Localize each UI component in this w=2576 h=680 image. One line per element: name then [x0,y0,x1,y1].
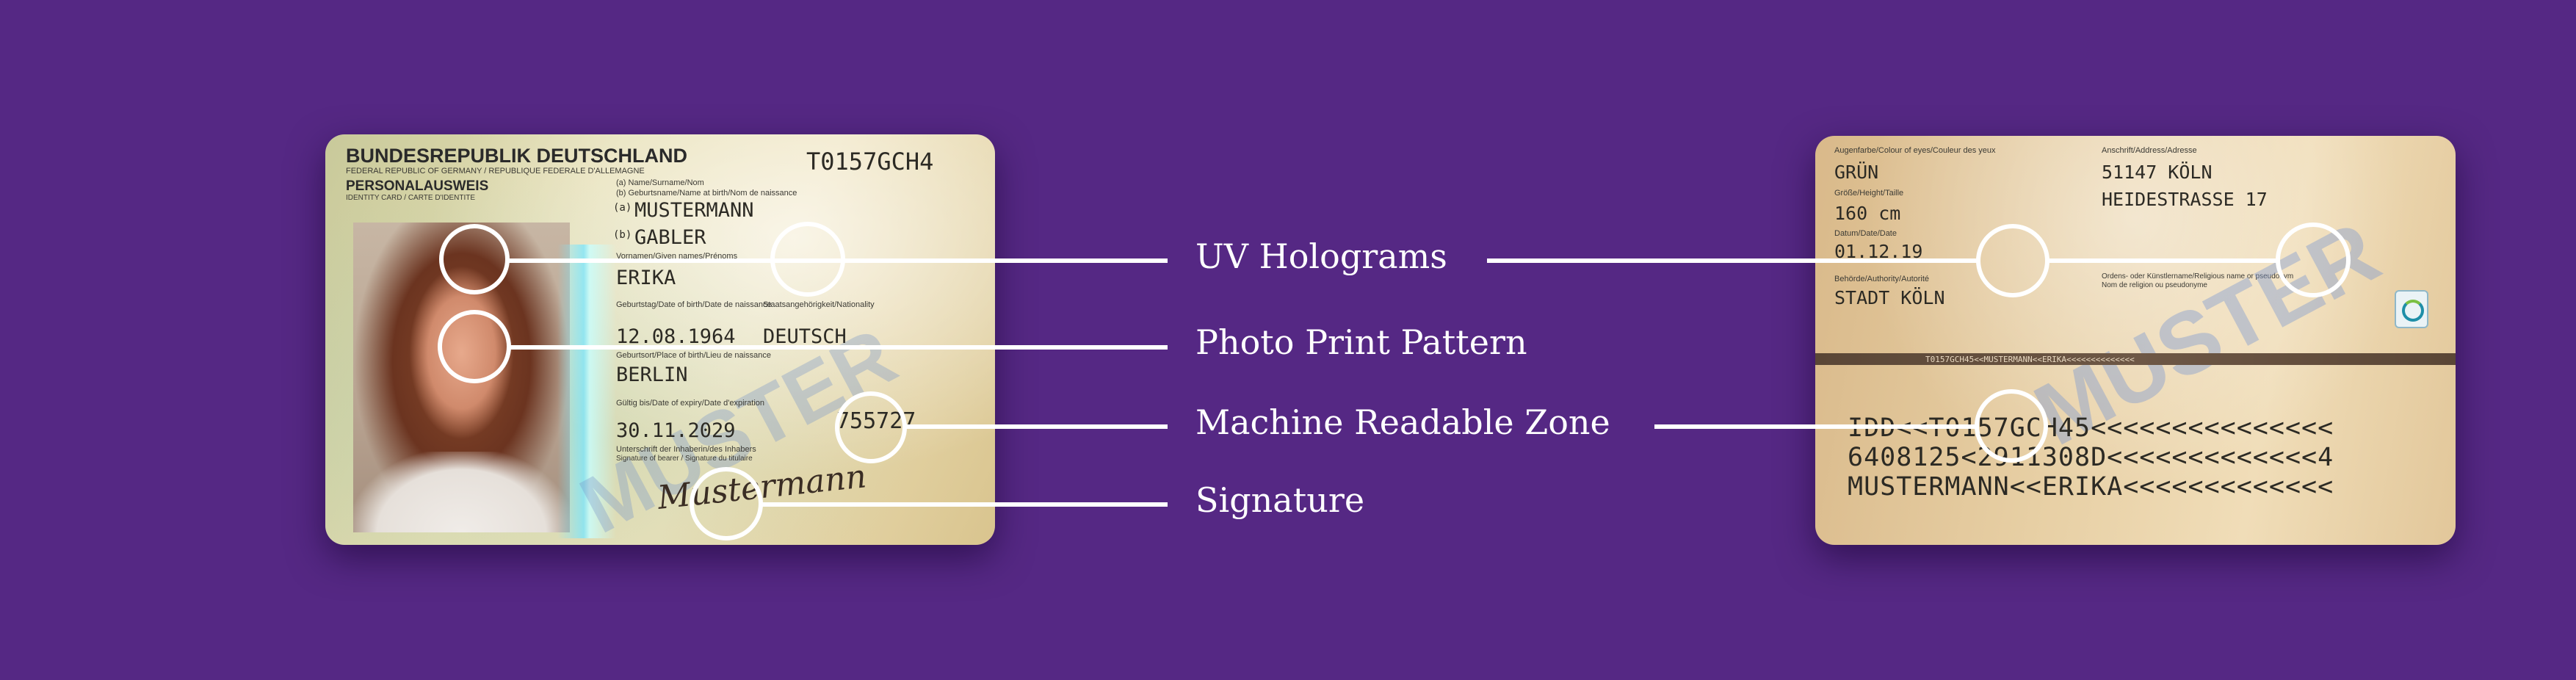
religious-name-caption-sub: Nom de religion ou pseudonyme [2102,281,2207,289]
eye-color-caption: Augenfarbe/Colour of eyes/Couleur des ye… [1834,146,1996,155]
birth-name: GABLER [634,226,706,249]
holder-photo-shoulders [353,452,570,532]
uv-hologram-marker-back-right [2276,223,2351,297]
hologram-strip [557,245,616,538]
dob-caption: Geburtstag/Date of birth/Date de naissan… [616,300,772,309]
card-doc-type: PERSONALAUSWEIS [346,178,489,194]
signature-caption: Unterschrift der Inhaberin/des Inhabers [616,445,756,454]
expiry-caption: Gültig bis/Date of expiry/Date d'expirat… [616,399,765,408]
authority-caption: Behörde/Authority/Autorité [1834,275,1930,283]
address-caption: Anschrift/Address/Adresse [2102,146,2197,155]
label-uv-holograms: UV Holograms [1195,236,1447,276]
given-name: ERIKA [616,267,676,289]
id-card-front: BUNDESREPUBLIK DEUTSCHLAND FEDERAL REPUB… [325,134,995,545]
label-machine-readable-zone: Machine Readable Zone [1195,402,1610,442]
card-document-number: T0157GCH4 [806,148,934,176]
issue-date-caption: Datum/Date/Date [1834,229,1897,238]
signature-marker [690,467,763,540]
mrz-band-text: T0157GCH45<<MUSTERMANN<<ERIKA<<<<<<<<<<<… [1925,355,2135,364]
date-of-expiry: 30.11.2029 [616,419,736,442]
address-city: 51147 KÖLN [2102,162,2213,183]
religious-name-caption: Ordens- oder Künstlername/Religious name… [2102,272,2294,281]
place-of-birth: BERLIN [616,363,688,386]
id-card-back: Augenfarbe/Colour of eyes/Couleur des ye… [1815,136,2456,545]
nationality-caption: Staatsangehörigkeit/Nationality [763,300,875,309]
name-caption-a: (a) Name/Surname/Nom [616,178,704,187]
holder-photo [353,223,570,532]
issuing-authority: STADT KÖLN [1834,287,1945,308]
label-photo-print-pattern: Photo Print Pattern [1195,322,1527,362]
address-street: HEIDESTRASSE 17 [2102,189,2268,210]
height: 160 cm [1834,203,1901,224]
card-country-header: BUNDESREPUBLIK DEUTSCHLAND [346,145,688,167]
mrz-marker-back [1975,389,2048,463]
uv-hologram-marker-back-left [1976,224,2049,297]
card-doc-type-sub: IDENTITY CARD / CARTE D'IDENTITE [346,194,476,202]
mrz-line-2: 6408125<2911308D<<<<<<<<<<<<<4 [1848,443,2334,472]
card-country-subheader: FEDERAL REPUBLIC OF GERMANY / REPUBLIQUE… [346,167,645,176]
surname: MUSTERMANN [634,199,754,222]
surname-prefix: (a) [613,202,632,214]
height-caption: Größe/Height/Taille [1834,189,1904,198]
birthname-prefix: (b) [613,229,632,241]
mrz-marker-front [835,391,907,463]
chip-logo-ring-icon [2402,300,2424,322]
eye-color: GRÜN [1834,162,1879,183]
photo-print-pattern-marker [438,310,511,383]
nationality: DEUTSCH [763,325,847,348]
pob-caption: Geburtsort/Place of birth/Lieu de naissa… [616,351,771,360]
date-of-birth: 12.08.1964 [616,325,736,348]
mrz-line-3: MUSTERMANN<<ERIKA<<<<<<<<<<<<< [1848,472,2334,502]
signature-caption-sub: Signature of bearer / Signature du titul… [616,455,753,463]
uv-hologram-marker-front-left [439,224,510,294]
name-caption-b: (b) Geburtsname/Name at birth/Nom de nai… [616,189,797,198]
mrz-band [1815,353,2456,365]
label-signature: Signature [1195,480,1365,520]
chip-logo-icon [2395,290,2428,328]
